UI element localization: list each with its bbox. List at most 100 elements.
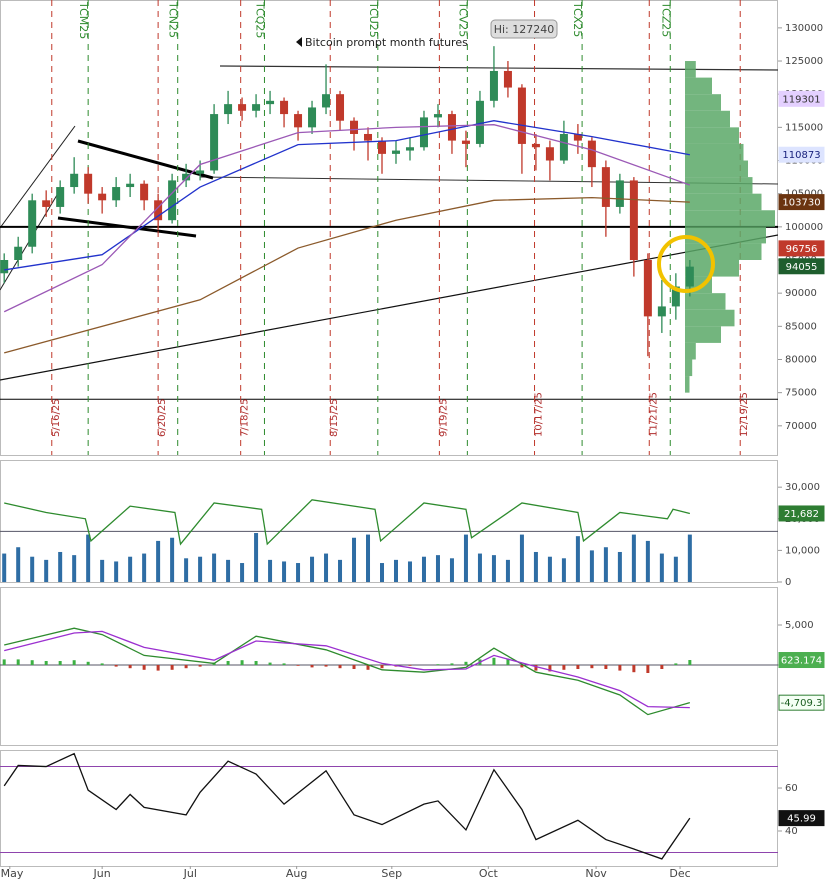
support-line [199, 176, 778, 185]
histogram-bar [226, 661, 230, 665]
candle-body [517, 87, 526, 144]
volume-frame [0, 460, 778, 583]
volume-profile-bar [685, 309, 735, 327]
volume-profile-bar [685, 61, 696, 78]
series-line [4, 197, 690, 354]
histogram-bar [506, 658, 510, 665]
candle-body [433, 114, 442, 118]
histogram-bar [72, 660, 76, 665]
candle-body [140, 183, 149, 201]
y-tick-label: 130000 [785, 23, 823, 34]
candle-body [322, 94, 331, 108]
candle-body [559, 133, 568, 161]
histogram-bar [548, 665, 552, 672]
histogram-bar [646, 665, 650, 673]
histogram-bar [86, 661, 90, 665]
wedge-line [77, 139, 214, 180]
frames [0, 0, 778, 867]
volume-profile-bar [685, 143, 744, 161]
histogram-bar [660, 665, 664, 669]
volume-bar [212, 553, 217, 582]
note-arrow [296, 37, 302, 47]
histogram-bar [604, 665, 608, 669]
volume-bar [366, 534, 371, 582]
value-badge [778, 694, 825, 711]
volume-bar [393, 559, 398, 582]
volume-bar [533, 551, 538, 582]
volume-bar [645, 540, 650, 582]
volume-profile-bar [685, 160, 748, 178]
volume-profile-bar [685, 293, 726, 310]
expiry-date-label: 6/20/25 [157, 398, 168, 437]
high-label: Hi: 127240 [494, 23, 555, 36]
candle-body [84, 173, 93, 194]
x-tick-label: Nov [585, 867, 607, 880]
volume-bar [617, 551, 622, 582]
contract-label: TCU25 [367, 1, 380, 38]
x-tick-label: Dec [669, 867, 690, 880]
candle-body [196, 170, 205, 174]
histogram-bar [632, 665, 636, 673]
y-tick-label: 85000 [785, 321, 817, 332]
candle-body [280, 100, 289, 115]
series-line [4, 120, 690, 271]
price-plot [0, 0, 778, 455]
macd-plot [0, 627, 778, 716]
candle-body [531, 143, 540, 148]
candle-body [336, 94, 345, 121]
histogram-bar [688, 660, 692, 665]
volume-bar [198, 556, 203, 582]
high-badge [490, 19, 558, 39]
candle-body [224, 104, 233, 115]
y-tick-label: 75000 [785, 388, 817, 399]
contract-label: TCM25 [77, 1, 90, 39]
histogram-bar [128, 665, 132, 669]
volume-bar [421, 556, 426, 582]
volume-bar [58, 551, 63, 582]
candle-body [629, 180, 638, 260]
value-badge-label: 96756 [786, 244, 818, 255]
volume-profile-bar [685, 77, 712, 95]
value-badge-label: 110873 [782, 150, 820, 161]
candle-body [405, 147, 414, 151]
histogram-bar [296, 665, 300, 666]
histogram-bar [324, 665, 328, 667]
series-line [4, 499, 691, 546]
candle-body [154, 200, 163, 221]
candle-body [350, 120, 359, 134]
expiry-date-label: 7/18/25 [240, 398, 251, 437]
expiry-date-label: 11/21/25 [648, 392, 659, 437]
value-badge [778, 240, 825, 257]
candle-body [503, 70, 512, 88]
value-badge-label: 94055 [786, 262, 818, 273]
histogram-bar [618, 665, 622, 671]
candle-body [378, 140, 387, 154]
candle-body [294, 114, 303, 128]
candle-body [168, 180, 177, 221]
candle-body [475, 100, 484, 144]
channel-line [0, 125, 76, 229]
candle-body [126, 183, 135, 188]
volume-bar [519, 534, 524, 582]
volume-bar [30, 556, 35, 582]
histogram-bar [44, 661, 48, 665]
y-tick-label: 60 [785, 783, 798, 794]
candle-body [56, 187, 65, 207]
histogram-bar [366, 665, 370, 670]
contract-label: TCX25 [571, 1, 584, 37]
candle-body [364, 133, 373, 141]
histogram-bar [562, 665, 566, 670]
contract-label: TCN25 [167, 1, 180, 38]
rsi-frame [0, 750, 778, 867]
volume-bar [673, 556, 678, 582]
histogram-bar [492, 657, 496, 665]
histogram-bar [100, 663, 104, 665]
volume-bar [491, 555, 496, 582]
volume-profile-bar [685, 177, 753, 194]
expiry-date-label: 5/16/25 [51, 398, 62, 437]
candle-body [615, 180, 624, 207]
histogram-bar [450, 663, 454, 665]
x-tick-label: Sep [381, 867, 402, 880]
histogram-bar [198, 665, 202, 667]
